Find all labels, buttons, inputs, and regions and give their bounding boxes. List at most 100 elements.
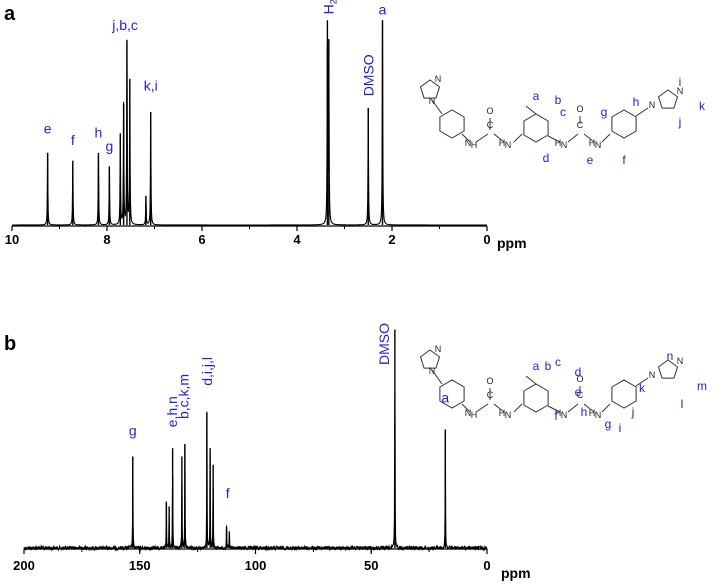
- peak-annotation: f: [226, 485, 230, 501]
- bond: [635, 377, 649, 387]
- atom-label: O: [576, 374, 583, 384]
- peak-annotation: j,b,c: [111, 17, 138, 33]
- atom-label: N: [677, 86, 684, 96]
- molecule-position-label: h: [581, 405, 588, 419]
- x-tick-label: 0: [483, 232, 490, 247]
- peak-annotation: H2O: [320, 0, 338, 14]
- x-tick-label: 10: [5, 232, 19, 247]
- bond: [601, 133, 611, 143]
- benzene-ring: [439, 379, 465, 409]
- benzene-ring: [611, 109, 637, 139]
- spectrum-trace: [23, 392, 488, 552]
- panel-a-axis-unit: ppm: [497, 235, 527, 251]
- molecule-position-label: c: [560, 105, 566, 119]
- panel-a-spectrum: [12, 20, 487, 226]
- x-tick-label: 8: [103, 232, 110, 247]
- atom-label: C: [577, 390, 584, 400]
- bond: [583, 133, 595, 143]
- molecule-position-label: j: [631, 405, 635, 419]
- peak-annotation: g: [105, 138, 113, 154]
- azole-ring: [419, 349, 441, 369]
- bond: [513, 403, 523, 413]
- bond: [583, 403, 595, 413]
- panel-b-spectrum: [23, 329, 488, 552]
- atom-label: N: [595, 410, 602, 420]
- peak-annotation: g: [129, 423, 137, 439]
- atom-label: N: [435, 74, 442, 84]
- atom-label: H: [499, 138, 506, 148]
- peak-annotation: b,c,k,m: [176, 374, 192, 419]
- molecule-position-label: d: [575, 365, 582, 379]
- bond: [635, 107, 649, 117]
- atom-label: H: [555, 138, 562, 148]
- azole-ring: [657, 89, 679, 109]
- molecule-position-label: i: [619, 421, 622, 435]
- bond: [567, 403, 579, 413]
- molecule-position-label: b: [555, 93, 562, 107]
- atom-label: N: [595, 140, 602, 150]
- x-tick-label: 50: [364, 558, 378, 573]
- x-tick-label: 6: [198, 232, 205, 247]
- bond: [601, 403, 611, 413]
- bond: [525, 105, 537, 115]
- molecule-position-label: f: [554, 409, 558, 423]
- panel-a-label: a: [4, 3, 16, 25]
- bond: [513, 133, 523, 143]
- peak-annotation: f: [71, 132, 75, 148]
- molecule-position-label: l: [681, 397, 684, 411]
- atom-label: H: [471, 140, 478, 150]
- molecule-position-label: a: [533, 89, 540, 103]
- bond: [493, 403, 505, 413]
- x-tick-label: 150: [129, 558, 151, 573]
- molecule-position-label: a: [533, 359, 540, 373]
- peak-annotation: h: [95, 124, 103, 140]
- x-tick-label: 200: [13, 558, 35, 573]
- atom-label: N: [649, 100, 656, 110]
- atom-label: N: [561, 140, 568, 150]
- benzene-ring: [523, 113, 549, 143]
- molecule-position-label: b: [545, 359, 552, 373]
- atom-label: C: [577, 120, 584, 130]
- molecule-position-label: h: [633, 95, 640, 109]
- molecule-position-label: k: [699, 99, 706, 113]
- bond: [493, 133, 505, 143]
- molecule-position-label: k: [639, 381, 646, 395]
- atom-label: H: [589, 138, 596, 148]
- benzene-ring: [439, 109, 465, 139]
- peak-annotation: k,i: [144, 77, 158, 93]
- peak-annotation: e: [44, 120, 52, 136]
- x-tick-label: 0: [483, 558, 490, 573]
- bond: [525, 375, 537, 385]
- panel-b-peak-annotations: g e,h,nb,c,k,m d,i,j,l f DMSO a: [129, 323, 450, 501]
- molecule-position-label: g: [601, 105, 608, 119]
- atom-label: N: [429, 366, 436, 376]
- peak-annotation: d,i,j,l: [199, 357, 215, 386]
- atom-label: H: [589, 408, 596, 418]
- peak-annotation: DMSO: [376, 323, 392, 365]
- atom-label: N: [465, 408, 472, 418]
- atom-label: N: [649, 370, 656, 380]
- peak-annotation: e,h,n: [164, 396, 180, 427]
- molecule-position-label: e: [575, 385, 582, 399]
- atom-label: N: [505, 140, 512, 150]
- molecule-position-label: j: [678, 115, 682, 129]
- bond: [431, 369, 443, 385]
- panel-a-peak-annotations: e f hg j,b,c k,i H2O DMSO a: [44, 0, 387, 154]
- bond: [461, 403, 471, 413]
- molecule-position-label: c: [555, 355, 561, 369]
- atom-label: H: [555, 408, 562, 418]
- bond: [547, 405, 561, 413]
- bond: [431, 99, 443, 115]
- peak-annotation: a: [441, 389, 449, 405]
- x-tick-label: 2: [388, 232, 395, 247]
- molecule-position-label: f: [622, 153, 626, 167]
- azole-ring: [657, 359, 679, 379]
- atom-label: N: [465, 138, 472, 148]
- molecule-position-label: n: [667, 349, 674, 363]
- x-tick-label: 4: [293, 232, 301, 247]
- panel-b-13c-nmr: b 200 150 100 50 0 ppm g e,h,nb,c,k,m d,i,j,l f…: [4, 323, 707, 581]
- peak-annotation: DMSO: [360, 54, 376, 96]
- atom-label: H: [471, 410, 478, 420]
